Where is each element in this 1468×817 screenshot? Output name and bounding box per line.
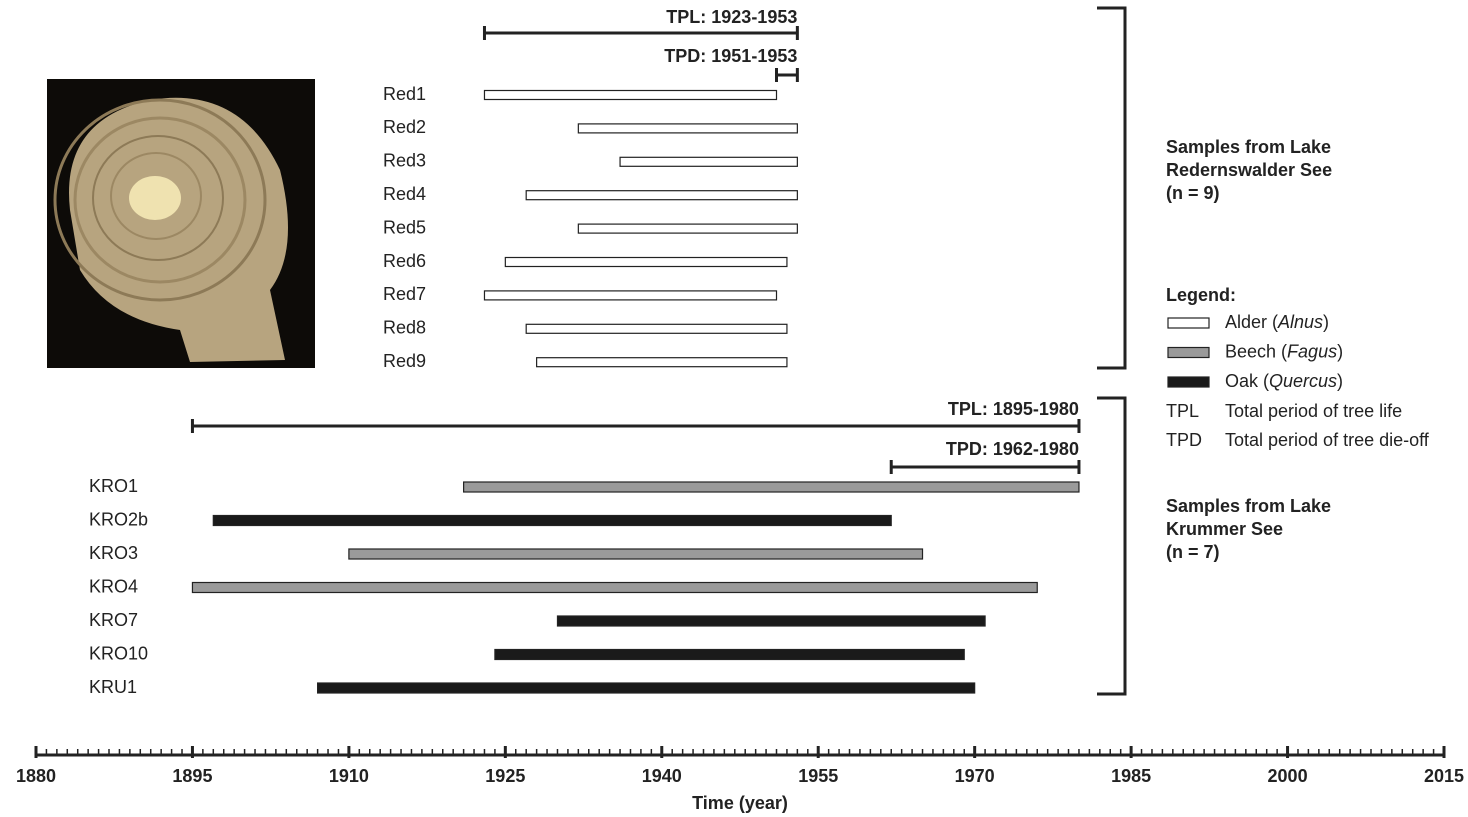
legend-label-part: Fagus [1287, 341, 1337, 361]
row-label: Red4 [383, 184, 426, 204]
x-axis-title: Time (year) [692, 793, 788, 813]
tree-photo [47, 79, 315, 368]
bar [619, 156, 798, 167]
group-title: (n = 9) [1166, 183, 1220, 203]
x-tick-label: 1925 [485, 766, 525, 786]
bar [556, 615, 986, 627]
bar [536, 357, 788, 368]
legend-abbr-text: Total period of tree die-off [1225, 430, 1430, 450]
legend-label: Oak (Quercus) [1225, 371, 1343, 391]
x-tick-label: 1970 [955, 766, 995, 786]
legend-label-part: ) [1337, 341, 1343, 361]
x-tick-label: 1940 [642, 766, 682, 786]
bar [191, 581, 1038, 594]
group-bracket [1097, 6, 1127, 370]
x-tick-label: 1880 [16, 766, 56, 786]
bar [577, 223, 798, 234]
legend-label-part: Alder ( [1225, 312, 1278, 332]
bar [525, 190, 798, 201]
legend-label-part: Quercus [1269, 371, 1337, 391]
row-label: Red6 [383, 251, 426, 271]
x-tick-label: 1985 [1111, 766, 1151, 786]
row-label: KRO7 [89, 610, 138, 630]
bar [463, 481, 1080, 493]
bar [525, 323, 788, 334]
row-label: Red5 [383, 217, 426, 237]
group-title: Redernswalder See [1166, 160, 1332, 180]
bar [494, 648, 965, 661]
x-tick-label: 1910 [329, 766, 369, 786]
legend-swatch [1167, 317, 1210, 329]
x-tick-label: 1895 [172, 766, 212, 786]
row-label: Red9 [383, 351, 426, 371]
legend-swatch [1167, 376, 1210, 388]
range-label: TPD: 1951-1953 [664, 46, 797, 66]
row-label: KRO10 [89, 643, 148, 663]
row-label: KRO4 [89, 576, 138, 596]
legend-abbr: TPD [1166, 430, 1202, 450]
row-label: Red3 [383, 151, 426, 171]
range-label: TPL: 1923-1953 [666, 7, 797, 27]
legend-label-part: ) [1323, 312, 1329, 332]
x-tick-label: 2015 [1424, 766, 1464, 786]
row-label: KRU1 [89, 677, 137, 697]
row-label: KRO3 [89, 543, 138, 563]
range-label: TPL: 1895-1980 [948, 399, 1079, 419]
legend-label-part: Alnus [1277, 312, 1323, 332]
group-title: (n = 7) [1166, 542, 1220, 562]
range-label: TPD: 1962-1980 [946, 439, 1079, 459]
legend-label-part: Beech ( [1225, 341, 1287, 361]
row-label: Red7 [383, 284, 426, 304]
bar [483, 89, 778, 101]
legend-abbr: TPL [1166, 401, 1199, 421]
bar [483, 290, 778, 301]
x-tick-label: 2000 [1268, 766, 1308, 786]
row-label: KRO2b [89, 509, 148, 529]
row-label: KRO1 [89, 476, 138, 496]
legend-swatch [1167, 346, 1210, 359]
group-bracket [1097, 396, 1127, 696]
row-label: Red8 [383, 318, 426, 338]
legend-title: Legend: [1166, 285, 1236, 305]
bar [212, 514, 892, 527]
legend-abbr-text: Total period of tree life [1225, 401, 1402, 421]
group-title: Samples from Lake [1166, 137, 1331, 157]
bar [317, 682, 976, 694]
group-title: Krummer See [1166, 519, 1283, 539]
legend-label: Alder (Alnus) [1225, 312, 1329, 332]
group-title: Samples from Lake [1166, 496, 1331, 516]
row-label: Red2 [383, 117, 426, 137]
x-tick-label: 1955 [798, 766, 838, 786]
legend-label: Beech (Fagus) [1225, 341, 1343, 361]
legend-label-part: ) [1337, 371, 1343, 391]
bar [504, 256, 788, 268]
bar [348, 548, 924, 560]
bar [577, 123, 798, 134]
row-label: Red1 [383, 84, 426, 104]
legend-label-part: Oak ( [1225, 371, 1269, 391]
